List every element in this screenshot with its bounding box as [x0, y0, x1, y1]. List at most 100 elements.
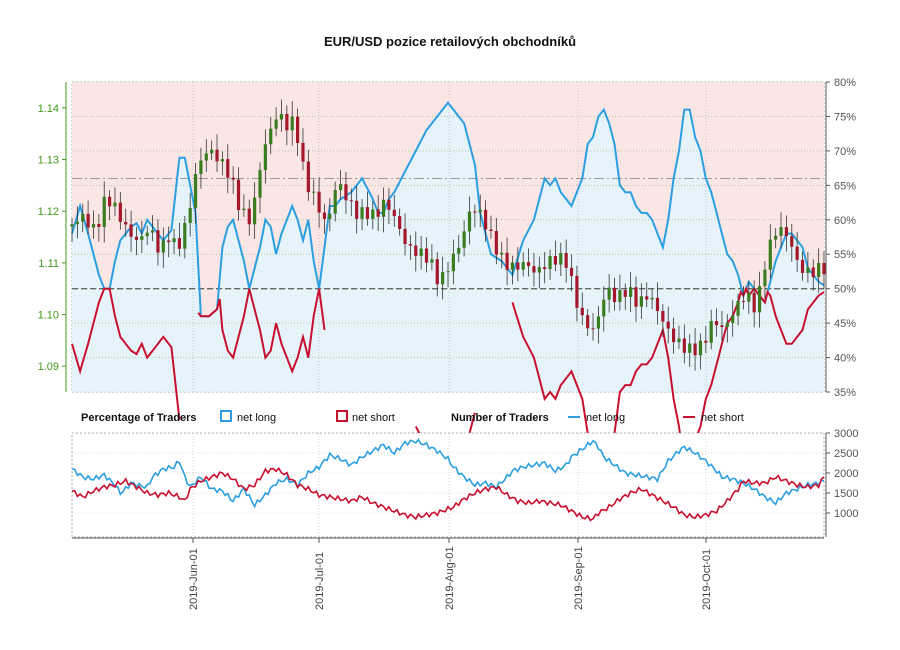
candle-up	[172, 238, 176, 243]
candle-down	[672, 328, 676, 343]
candle-down	[414, 245, 418, 257]
candle-up	[312, 191, 316, 193]
candle-up	[75, 221, 79, 225]
candle-up	[102, 196, 106, 227]
candle-down	[666, 321, 670, 329]
candle-down	[822, 262, 826, 275]
price-axis: 1.09 1.10 1.11 1.12 1.13 1.14	[38, 82, 67, 392]
candle-up	[290, 116, 294, 131]
candle-up	[371, 209, 375, 219]
candle-down	[661, 311, 665, 322]
candle-up	[629, 287, 633, 297]
chart-title: EUR/USD pozice retailových obchodníků	[324, 34, 576, 49]
candle-up	[253, 197, 257, 225]
legend: Percentage of Traders net long net short…	[81, 410, 744, 424]
candle-up	[338, 184, 343, 191]
legend-num-long-label: net long	[586, 412, 625, 424]
candle-up	[381, 199, 386, 217]
candle-down	[543, 267, 547, 270]
candle-down	[553, 256, 558, 265]
main-panel: 1.09 1.10 1.11 1.12 1.13 1.14 35% 40% 45% 50% 55%…	[38, 77, 856, 477]
candle-down	[682, 338, 686, 353]
price-tick-label: 1.11	[38, 258, 59, 270]
legend-pct-short-swatch	[336, 410, 348, 422]
legend-pct-title: Percentage of Traders	[81, 412, 197, 424]
candle-down	[108, 196, 112, 207]
net-short-count-line	[71, 466, 825, 522]
candle-up	[220, 159, 224, 162]
candle-up	[188, 207, 192, 224]
candle-down	[704, 340, 708, 343]
pct-tick-label: 55%	[834, 249, 856, 261]
candle-up	[145, 232, 149, 237]
candle-up	[677, 338, 681, 343]
candle-up	[457, 247, 461, 254]
candle-up	[698, 340, 703, 356]
price-tick-label: 1.13	[38, 155, 59, 167]
candle-down	[505, 252, 509, 270]
candle-up	[70, 224, 74, 227]
candle-down	[301, 142, 305, 162]
candle-up	[328, 213, 332, 219]
net-long-count-line	[71, 438, 825, 509]
candle-up	[725, 323, 729, 328]
candle-up	[548, 256, 552, 270]
candle-up	[183, 223, 187, 249]
candle-down	[645, 296, 649, 300]
date-tick-label: 2019-Sep-01	[573, 546, 585, 610]
candle-up	[274, 119, 278, 129]
candle-up	[446, 271, 450, 273]
candle-down	[693, 343, 697, 356]
date-tick-label: 2019-Jul-01	[314, 552, 326, 610]
candle-down	[484, 209, 488, 230]
candle-up	[806, 267, 810, 273]
candle-down	[575, 275, 579, 308]
candle-up	[210, 149, 214, 154]
date-tick-label: 2019-Aug-01	[444, 546, 456, 610]
candle-down	[569, 267, 574, 276]
candle-down	[586, 315, 590, 329]
legend-pct-long-label: net long	[237, 412, 276, 424]
candle-up	[559, 253, 563, 265]
candle-down	[167, 240, 171, 243]
candle-up	[757, 286, 762, 313]
candle-down	[349, 200, 353, 202]
candle-up	[774, 235, 778, 240]
candle-down	[387, 199, 391, 210]
date-axis: 2019-Jun-01 2019-Jul-01 2019-Aug-01 2019-Se…	[72, 537, 824, 610]
pct-tick-label: 40%	[834, 353, 856, 365]
candle-up	[462, 231, 466, 248]
candle-down	[97, 224, 101, 227]
candle-up	[596, 316, 600, 329]
candle-down	[435, 259, 439, 285]
pct-tick-label: 70%	[834, 146, 856, 158]
candle-down	[720, 325, 724, 328]
count-panel-frame	[71, 432, 825, 538]
candle-up	[607, 287, 611, 300]
pct-tick-label: 35%	[834, 387, 856, 399]
candle-down	[392, 209, 396, 217]
candle-down	[129, 224, 133, 237]
net-short-percentage-line	[71, 287, 181, 420]
legend-num-title: Number of Traders	[451, 412, 549, 424]
candle-down	[516, 262, 520, 270]
candle-down	[156, 230, 160, 253]
candle-up	[279, 113, 284, 120]
count-axis: 1000 1500 2000 2500 3000	[825, 428, 858, 537]
candle-down	[612, 287, 617, 303]
count-grid	[72, 432, 824, 537]
candlesticks	[70, 99, 826, 371]
candle-up	[510, 262, 515, 270]
candle-up	[736, 301, 740, 316]
candle-up	[113, 202, 117, 207]
candle-down	[408, 244, 412, 246]
candle-down	[494, 231, 498, 255]
candle-up	[451, 253, 455, 272]
pct-tick-label: 65%	[834, 180, 856, 192]
candle-up	[242, 208, 246, 211]
candle-down	[526, 262, 531, 267]
net-long-percentage-line	[71, 101, 825, 318]
candle-up	[467, 211, 472, 232]
candle-up	[419, 248, 423, 257]
candle-down	[489, 229, 493, 232]
